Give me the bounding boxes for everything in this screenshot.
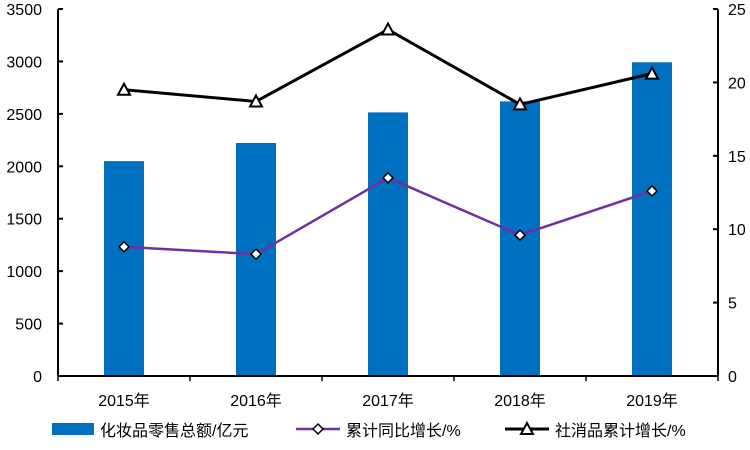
point-diamond-2015年: [117, 240, 131, 253]
x-tick-label: 2018年: [494, 392, 546, 410]
legend-label: 化妆品零售总额/亿元: [100, 422, 248, 440]
bar-2019年: [632, 62, 672, 377]
point-triangle-2019年: [644, 65, 660, 80]
point-triangle-2018年: [512, 96, 528, 111]
x-tick-label: 2015年: [98, 392, 150, 410]
legend-diamond-icon: [311, 422, 325, 436]
x-tick-label: 2016年: [230, 392, 282, 410]
point-triangle-2017年: [380, 21, 396, 36]
right-tick-label: 25: [728, 2, 746, 19]
bar-2017年: [368, 112, 408, 376]
left-tick-label: 2500: [6, 107, 42, 124]
legend-bar-swatch: [52, 423, 94, 435]
left-tick-label: 1500: [6, 212, 42, 229]
left-tick-label: 3500: [6, 2, 42, 19]
line-series-2: [123, 27, 653, 107]
legend-label: 社消品累计增长/%: [555, 422, 686, 440]
left-tick-label: 1000: [6, 264, 42, 281]
point-diamond-2017年: [381, 171, 395, 184]
right-tick-label: 0: [728, 369, 737, 386]
x-tick-label: 2019年: [626, 392, 678, 410]
bar-2015年: [104, 161, 144, 376]
point-diamond-2016年: [249, 248, 263, 261]
legend-label: 累计同比增长/%: [346, 422, 461, 440]
legend-triangle-icon: [519, 420, 535, 435]
left-tick-label: 3000: [6, 54, 42, 71]
right-tick-label: 20: [728, 75, 746, 92]
left-tick-label: 500: [15, 317, 42, 334]
x-tick-label: 2017年: [362, 392, 414, 410]
left-tick-label: 2000: [6, 159, 42, 176]
point-triangle-2015年: [116, 81, 132, 96]
point-diamond-2018年: [513, 229, 527, 242]
right-tick-label: 5: [728, 296, 737, 313]
right-tick-label: 10: [728, 222, 746, 239]
point-triangle-2016年: [248, 93, 264, 108]
right-tick-label: 15: [728, 149, 746, 166]
left-tick-label: 0: [33, 369, 42, 386]
point-diamond-2019年: [645, 184, 659, 198]
